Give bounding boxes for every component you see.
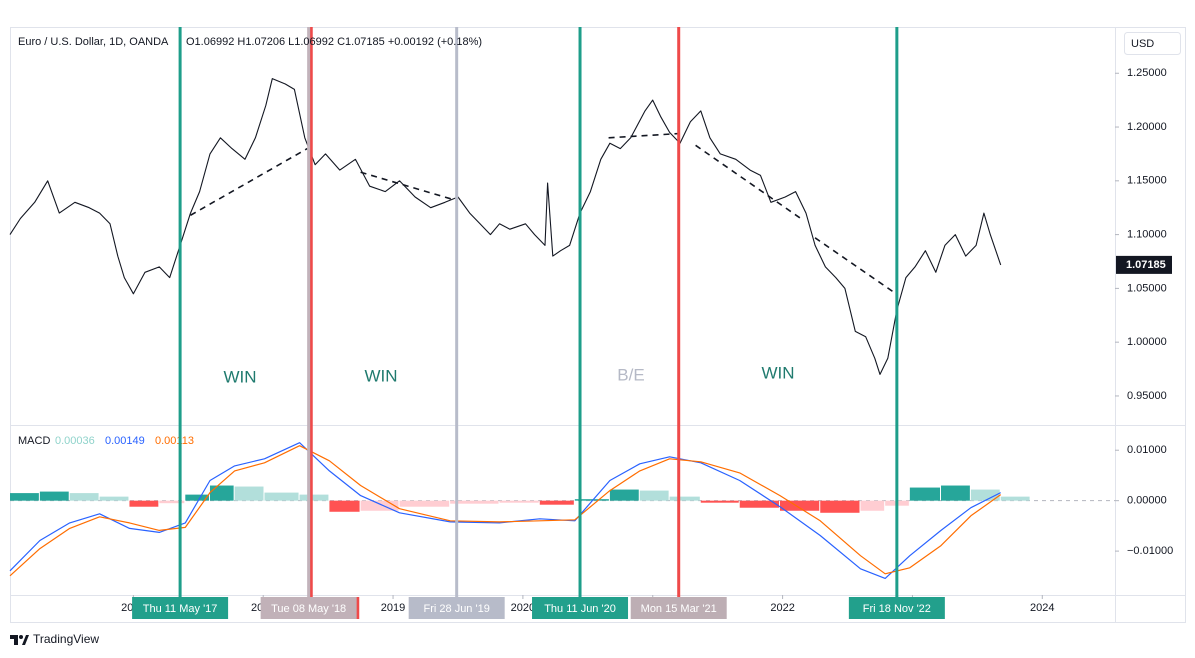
brand-name: TradingView [33, 632, 99, 646]
histogram-bar [299, 494, 329, 501]
y-tick-label: 0.95000 [1127, 390, 1167, 402]
y-tick-label: −0.01000 [1127, 545, 1173, 557]
plot-layer: 0.95000 1.00000 1.05000 1.10000 1.15000 1.200… [9, 27, 1173, 619]
histogram-bar [970, 489, 1000, 501]
macd-line [9, 445, 1002, 577]
histogram-bar [129, 500, 159, 507]
date-tag [260, 597, 357, 619]
histogram-bar [909, 487, 941, 501]
histogram-bar [941, 485, 970, 501]
histogram-bar [739, 500, 779, 508]
histogram-bar [234, 486, 264, 501]
histogram-bar [609, 489, 639, 501]
legend-value: 0.00149 [105, 435, 145, 447]
logo-slash [22, 635, 29, 645]
histogram-bar [329, 500, 360, 512]
histogram-bar [209, 485, 234, 501]
histogram-bar [264, 492, 299, 501]
histogram-bar [639, 490, 669, 501]
date-tag [532, 597, 629, 619]
annotation: WIN [223, 367, 256, 386]
annotation: WIN [364, 366, 397, 385]
y-tick-label: 1.25000 [1127, 67, 1167, 79]
date-tag [408, 597, 505, 619]
y-tick-label: 1.10000 [1127, 229, 1167, 241]
trendline [608, 132, 681, 139]
date-tag-label: Tue 08 May '18 [271, 603, 346, 615]
histogram-bar [159, 500, 185, 504]
x-tick-label: 2024 [1030, 602, 1054, 614]
histogram-bar [820, 500, 860, 513]
histogram-bar [450, 500, 499, 504]
ohlc: O1.06992 H1.07206 L1.06992 C1.07185 +0.0… [186, 36, 482, 48]
histogram-bar [39, 491, 69, 501]
x-tick-label: 2020 [511, 602, 535, 614]
histogram-bar [69, 493, 99, 501]
date-tag [132, 597, 229, 619]
frame [10, 27, 1186, 623]
histogram-bar [399, 500, 450, 507]
histogram-bar [10, 493, 39, 501]
histogram-bar [669, 496, 700, 501]
histogram-bar [99, 496, 129, 501]
y-tick-label: 0.01000 [1127, 444, 1167, 456]
histogram-bar [360, 500, 399, 511]
trendline [695, 144, 802, 220]
histogram-bar [860, 500, 885, 511]
trendline [360, 171, 456, 201]
date-tag-label: Fri 28 Jun '19 [424, 603, 490, 615]
trendline [814, 237, 894, 293]
histogram-bar [499, 500, 539, 503]
y-tick-label: 1.15000 [1127, 175, 1167, 187]
histogram-bar [700, 500, 739, 503]
macd-line [9, 442, 1001, 579]
date-tag-label: Thu 11 May '17 [143, 603, 218, 615]
symbol-title: Euro / U.S. Dollar, 1D, OANDA [18, 36, 169, 48]
y-tick-label: 1.05000 [1127, 282, 1167, 294]
trendline [190, 147, 308, 216]
annotation: WIN [761, 363, 794, 382]
y-tick-label: 1.20000 [1127, 121, 1167, 133]
indicator-title: MACD [18, 435, 50, 447]
brand-logo [10, 635, 29, 645]
histogram-bar [779, 500, 820, 511]
histogram-bar [1000, 496, 1030, 501]
histogram-bar [574, 499, 609, 501]
last-price-label: 1.07185 [1126, 259, 1166, 271]
y-tick-label: 1.00000 [1127, 336, 1167, 348]
currency-button[interactable] [1124, 32, 1181, 55]
currency-label[interactable]: USD [1131, 38, 1154, 50]
legend-value: 0.00113 [155, 435, 194, 447]
y-tick-label: 0.00000 [1127, 495, 1167, 507]
last-price-tag [1116, 255, 1172, 274]
date-tag-label: Fri 18 Nov '22 [863, 603, 931, 615]
logo-stem [14, 635, 18, 645]
date-tag-label: Mon 15 Mar '21 [641, 603, 717, 615]
annotation: B/E [617, 365, 644, 384]
date-tag [848, 597, 945, 619]
histogram-bar [185, 494, 209, 501]
legend-value: 0.00036 [55, 435, 95, 447]
x-tick-label: 2019 [381, 602, 405, 614]
price-line [9, 78, 1002, 375]
date-tag [630, 597, 727, 619]
exit-tag [354, 597, 360, 619]
histogram-bar [539, 500, 574, 505]
x-tick-label: 2022 [770, 602, 794, 614]
logo-dot [19, 635, 23, 639]
date-tag-label: Thu 11 Jun '20 [544, 603, 616, 615]
